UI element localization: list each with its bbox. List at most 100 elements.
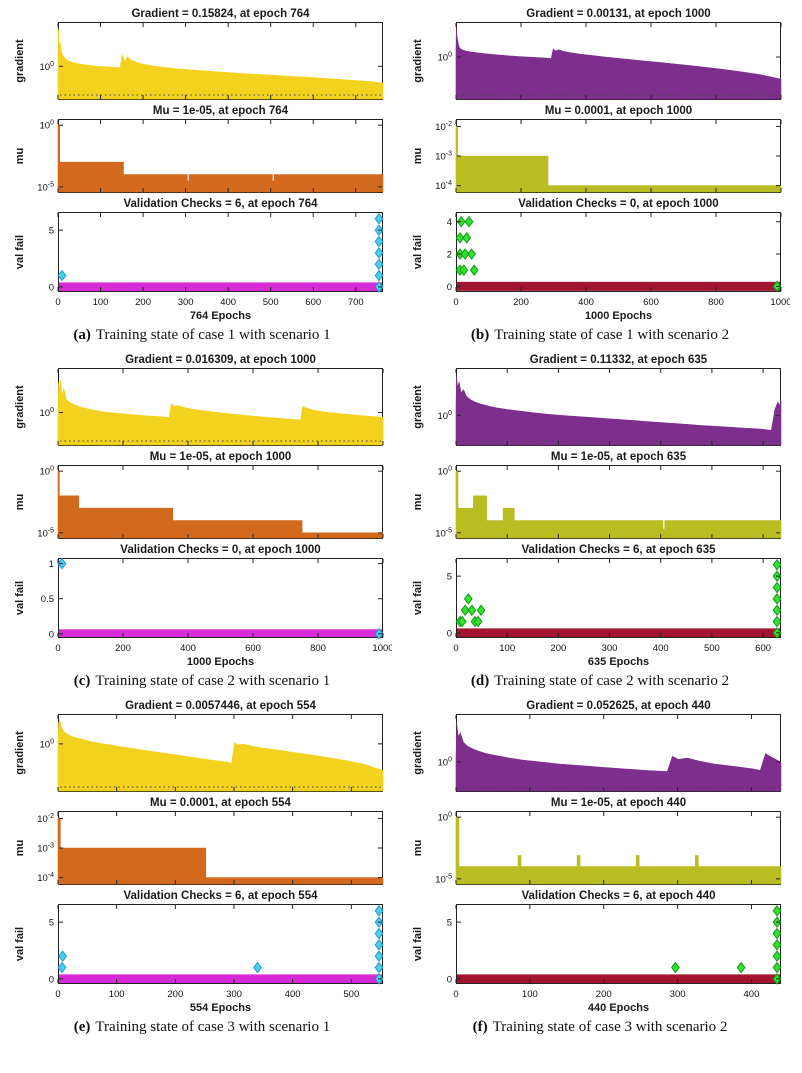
val-fail-chart-title: Validation Checks = 0, at epoch 1000 [518, 198, 718, 210]
val-fail-chart: Validation Checks = 6, at epoch 764 0 5 0 10… [14, 198, 384, 322]
x-tick-label: 1000 [372, 643, 392, 654]
x-tick-label: 100 [109, 989, 125, 1000]
caption-label: (b) [470, 327, 490, 343]
val-fail-diamond-marker [374, 247, 384, 259]
y-tick-label: 10-4 [435, 180, 452, 192]
x-tick-label: 400 [285, 989, 301, 1000]
y-tick-label: 0 [49, 629, 54, 640]
panel-d: Gradient = 0.11332, at epoch 635 100 gradi… [408, 352, 792, 690]
gradient-chart-series-area [57, 28, 384, 100]
panel-e-caption: (e) Training state of case 3 with scenari… [74, 1019, 330, 1036]
mu-chart-ylabel: mu [412, 148, 424, 165]
gradient-chart-series-area [455, 376, 782, 446]
panel-e-charts: Gradient = 0.0057446, at epoch 554 100 gra… [12, 698, 392, 1016]
mu-chart-title: Mu = 0.0001, at epoch 1000 [545, 105, 692, 117]
y-tick-label: 100 [40, 120, 55, 132]
val-fail-diamond-marker [253, 961, 262, 974]
x-tick-label: 0 [453, 989, 458, 1000]
y-tick-label: 10-5 [37, 527, 54, 539]
x-tick-label: 0 [453, 643, 458, 654]
epochs-xlabel: 554 Epochs [190, 1002, 251, 1014]
y-tick-label: 10-5 [435, 873, 452, 885]
x-tick-label: 200 [115, 643, 131, 654]
panel-a-charts: Gradient = 0.15824, at epoch 764 100 gradi… [12, 6, 392, 324]
val-fail-diamond-marker [772, 558, 782, 571]
x-tick-label: 1000 [770, 297, 790, 308]
caption-label: (d) [470, 673, 490, 689]
x-tick-label: 600 [305, 297, 321, 308]
x-tick-label: 200 [513, 297, 529, 308]
y-tick-label: 1 [49, 559, 54, 570]
caption-text: Training state of case 2 with scenario 1 [95, 673, 331, 689]
mu-chart-title: Mu = 0.0001, at epoch 554 [150, 797, 292, 809]
val-fail-diamond-marker [374, 212, 384, 225]
val-fail-diamond-marker [772, 604, 782, 617]
gradient-chart: Gradient = 0.052625, at epoch 440 100 grad… [412, 700, 782, 792]
caption-text: Training state of case 1 with scenario 1 [95, 327, 331, 343]
gradient-chart-series-area [57, 718, 384, 792]
val-fail-chart-ylabel: val fail [412, 927, 424, 961]
zero-fail-band [59, 282, 382, 291]
y-tick-label: 10-2 [435, 121, 452, 133]
mu-chart-ylabel: mu [14, 148, 26, 165]
val-fail-chart-plot-box [456, 904, 781, 984]
val-fail-chart-plot-box [58, 212, 383, 292]
y-tick-label: 0.5 [41, 594, 54, 605]
val-fail-chart-title: Validation Checks = 6, at epoch 635 [522, 544, 717, 556]
val-fail-diamond-marker [374, 258, 384, 271]
gradient-chart-ylabel: gradient [14, 731, 26, 775]
val-fail-diamond-marker [772, 927, 782, 940]
y-tick-label: 100 [438, 52, 453, 64]
panel-c-caption: (c) Training state of case 2 with scenari… [74, 673, 330, 690]
val-fail-chart-plot-box [456, 558, 781, 638]
gradient-chart-ylabel: gradient [14, 39, 26, 83]
val-fail-chart-plot-box [58, 904, 383, 984]
mu-chart: Mu = 0.0001, at epoch 554 10-2 10-3 10-4 mu [14, 797, 384, 885]
gradient-chart-ylabel: gradient [412, 385, 424, 429]
x-tick-label: 0 [453, 297, 458, 308]
x-tick-label: 500 [704, 643, 720, 654]
x-tick-label: 0 [55, 643, 60, 654]
y-tick-label: 0 [447, 628, 452, 639]
mu-chart: Mu = 1e-05, at epoch 1000 100 10-5 mu [14, 451, 384, 539]
val-fail-diamond-marker [473, 615, 483, 628]
x-tick-label: 400 [744, 989, 760, 1000]
y-tick-label: 100 [40, 738, 55, 750]
val-fail-diamond-marker [455, 232, 465, 244]
epochs-xlabel: 440 Epochs [588, 1002, 649, 1014]
caption-text: Training state of case 3 with scenario 1 [95, 1019, 331, 1035]
y-tick-label: 5 [447, 572, 452, 583]
val-fail-diamond-marker [57, 961, 67, 974]
val-fail-diamond-marker [459, 264, 469, 277]
y-tick-label: 5 [447, 918, 452, 929]
mu-chart-title: Mu = 1e-05, at epoch 635 [551, 451, 687, 463]
panel-f: Gradient = 0.052625, at epoch 440 100 grad… [408, 698, 792, 1036]
x-tick-label: 800 [310, 643, 326, 654]
val-fail-diamond-marker [374, 961, 384, 974]
caption-label: (e) [73, 1019, 91, 1035]
y-tick-label: 100 [40, 466, 55, 478]
caption-text: Training state of case 3 with scenario 2 [492, 1019, 728, 1035]
y-tick-label: 100 [438, 812, 453, 824]
gradient-chart: Gradient = 0.0057446, at epoch 554 100 gra… [14, 700, 384, 792]
val-fail-diamond-marker [374, 950, 384, 963]
x-tick-label: 600 [755, 643, 771, 654]
x-tick-label: 100 [522, 989, 538, 1000]
x-tick-label: 800 [708, 297, 724, 308]
y-tick-label: 100 [438, 410, 453, 422]
val-fail-diamond-marker [772, 581, 782, 594]
gradient-chart: Gradient = 0.15824, at epoch 764 100 gradi… [14, 8, 384, 100]
val-fail-diamond-marker [772, 961, 782, 974]
x-tick-label: 200 [135, 297, 151, 308]
gradient-chart: Gradient = 0.11332, at epoch 635 100 gradi… [412, 354, 782, 446]
x-tick-label: 400 [220, 297, 236, 308]
val-fail-diamond-marker [374, 269, 384, 282]
val-fail-chart-ylabel: val fail [412, 581, 424, 615]
zero-fail-band [59, 629, 382, 637]
x-tick-label: 200 [596, 989, 612, 1000]
panel-b-caption: (b) Training state of case 1 with scenari… [471, 327, 729, 344]
training-state-figure-grid: Gradient = 0.15824, at epoch 764 100 gradi… [12, 6, 792, 1036]
panel-d-charts: Gradient = 0.11332, at epoch 635 100 gradi… [410, 352, 790, 670]
mu-chart-ylabel: mu [14, 840, 26, 857]
val-fail-diamond-marker [457, 615, 467, 628]
